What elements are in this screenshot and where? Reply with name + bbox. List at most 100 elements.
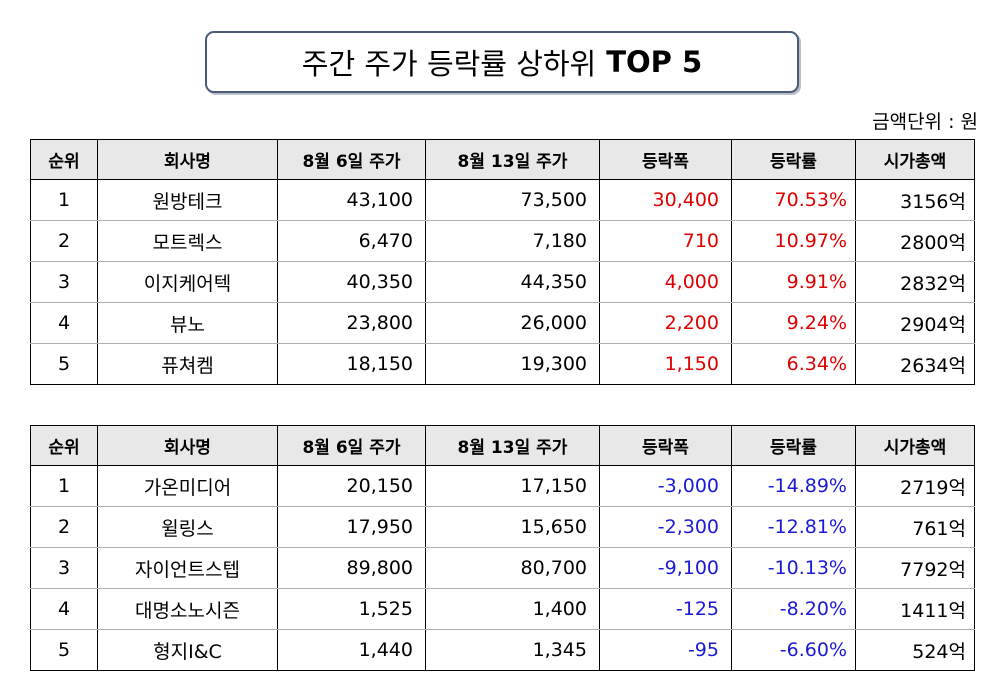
col-price-aug6: 8월 6일 주가 <box>277 139 426 180</box>
col-rank: 순위 <box>30 139 98 180</box>
rank-cell: 2 <box>30 220 98 262</box>
price-aug6-cell: 17,950 <box>277 506 426 548</box>
company-cell: 가온미디어 <box>97 465 278 507</box>
price-aug6-cell: 1,525 <box>277 588 426 630</box>
col-rank: 순위 <box>30 425 98 466</box>
table-row: 4 뷰노 23,800 26,000 2,200 9.24% 2904억 <box>30 302 975 344</box>
change-rate-cell: 70.53% <box>731 179 856 221</box>
change-cell: 2,200 <box>599 302 732 344</box>
rank-cell: 1 <box>30 465 98 507</box>
title-box: 주간 주가 등락률 상하위 TOP 5 <box>205 31 799 93</box>
company-cell: 이지케어텍 <box>97 261 278 303</box>
rank-cell: 5 <box>30 343 98 385</box>
change-cell: -2,300 <box>599 506 732 548</box>
market-cap-cell: 7792억 <box>855 547 975 589</box>
price-aug6-cell: 43,100 <box>277 179 426 221</box>
price-aug13-cell: 1,345 <box>425 629 600 671</box>
price-aug13-cell: 80,700 <box>425 547 600 589</box>
price-aug6-cell: 6,470 <box>277 220 426 262</box>
table-row: 1 원방테크 43,100 73,500 30,400 70.53% 3156억 <box>30 179 975 221</box>
rank-cell: 5 <box>30 629 98 671</box>
market-cap-cell: 761억 <box>855 506 975 548</box>
rank-cell: 2 <box>30 506 98 548</box>
change-rate-cell: -12.81% <box>731 506 856 548</box>
change-cell: 1,150 <box>599 343 732 385</box>
market-cap-cell: 2634억 <box>855 343 975 385</box>
company-cell: 원방테크 <box>97 179 278 221</box>
price-aug13-cell: 26,000 <box>425 302 600 344</box>
rank-cell: 4 <box>30 302 98 344</box>
rank-cell: 1 <box>30 179 98 221</box>
company-cell: 형지I&C <box>97 629 278 671</box>
change-cell: -125 <box>599 588 732 630</box>
title-main: 주간 주가 등락률 상하위 <box>301 47 597 81</box>
col-company: 회사명 <box>97 425 278 466</box>
company-cell: 뷰노 <box>97 302 278 344</box>
market-cap-cell: 524억 <box>855 629 975 671</box>
title-bold: TOP 5 <box>606 45 703 79</box>
col-price-aug6: 8월 6일 주가 <box>277 425 426 466</box>
change-cell: 4,000 <box>599 261 732 303</box>
change-cell: 30,400 <box>599 179 732 221</box>
price-aug13-cell: 7,180 <box>425 220 600 262</box>
price-aug13-cell: 15,650 <box>425 506 600 548</box>
market-cap-cell: 2800억 <box>855 220 975 262</box>
table-row: 2 모트렉스 6,470 7,180 710 10.97% 2800억 <box>30 220 975 262</box>
market-cap-cell: 2904억 <box>855 302 975 344</box>
gainers-table: 순위 회사명 8월 6일 주가 8월 13일 주가 등락폭 등락률 시가총액 1… <box>30 139 975 385</box>
change-rate-cell: 10.97% <box>731 220 856 262</box>
change-rate-cell: -14.89% <box>731 465 856 507</box>
table-row: 5 형지I&C 1,440 1,345 -95 -6.60% 524억 <box>30 629 975 671</box>
company-cell: 대명소노시즌 <box>97 588 278 630</box>
rank-cell: 4 <box>30 588 98 630</box>
losers-header-row: 순위 회사명 8월 6일 주가 8월 13일 주가 등락폭 등락률 시가총액 <box>30 425 975 466</box>
price-aug13-cell: 1,400 <box>425 588 600 630</box>
price-aug6-cell: 18,150 <box>277 343 426 385</box>
change-rate-cell: -6.60% <box>731 629 856 671</box>
col-change-rate: 등락률 <box>731 139 856 180</box>
change-cell: -9,100 <box>599 547 732 589</box>
table-row: 2 윌링스 17,950 15,650 -2,300 -12.81% 761억 <box>30 506 975 548</box>
change-cell: -3,000 <box>599 465 732 507</box>
market-cap-cell: 1411억 <box>855 588 975 630</box>
change-rate-cell: -8.20% <box>731 588 856 630</box>
change-rate-cell: 9.91% <box>731 261 856 303</box>
rank-cell: 3 <box>30 547 98 589</box>
col-price-aug13: 8월 13일 주가 <box>425 425 600 466</box>
losers-table: 순위 회사명 8월 6일 주가 8월 13일 주가 등락폭 등락률 시가총액 1… <box>30 425 975 671</box>
rank-cell: 3 <box>30 261 98 303</box>
company-cell: 자이언트스텝 <box>97 547 278 589</box>
table-row: 4 대명소노시즌 1,525 1,400 -125 -8.20% 1411억 <box>30 588 975 630</box>
col-market-cap: 시가총액 <box>855 139 975 180</box>
table-row: 3 이지케어텍 40,350 44,350 4,000 9.91% 2832억 <box>30 261 975 303</box>
col-company: 회사명 <box>97 139 278 180</box>
company-cell: 윌링스 <box>97 506 278 548</box>
company-cell: 모트렉스 <box>97 220 278 262</box>
price-aug13-cell: 17,150 <box>425 465 600 507</box>
unit-note: 금액단위 : 원 <box>872 111 978 133</box>
price-aug6-cell: 40,350 <box>277 261 426 303</box>
table-row: 3 자이언트스텝 89,800 80,700 -9,100 -10.13% 77… <box>30 547 975 589</box>
price-aug13-cell: 19,300 <box>425 343 600 385</box>
price-aug6-cell: 20,150 <box>277 465 426 507</box>
col-change-rate: 등락률 <box>731 425 856 466</box>
col-market-cap: 시가총액 <box>855 425 975 466</box>
col-change: 등락폭 <box>599 425 732 466</box>
price-aug6-cell: 1,440 <box>277 629 426 671</box>
change-rate-cell: 9.24% <box>731 302 856 344</box>
change-rate-cell: 6.34% <box>731 343 856 385</box>
change-rate-cell: -10.13% <box>731 547 856 589</box>
company-cell: 퓨쳐켐 <box>97 343 278 385</box>
col-change: 등락폭 <box>599 139 732 180</box>
change-cell: -95 <box>599 629 732 671</box>
price-aug13-cell: 73,500 <box>425 179 600 221</box>
change-cell: 710 <box>599 220 732 262</box>
col-price-aug13: 8월 13일 주가 <box>425 139 600 180</box>
table-row: 5 퓨쳐켐 18,150 19,300 1,150 6.34% 2634억 <box>30 343 975 385</box>
market-cap-cell: 2719억 <box>855 465 975 507</box>
market-cap-cell: 3156억 <box>855 179 975 221</box>
price-aug6-cell: 89,800 <box>277 547 426 589</box>
table-row: 1 가온미디어 20,150 17,150 -3,000 -14.89% 271… <box>30 465 975 507</box>
market-cap-cell: 2832억 <box>855 261 975 303</box>
gainers-header-row: 순위 회사명 8월 6일 주가 8월 13일 주가 등락폭 등락률 시가총액 <box>30 139 975 180</box>
